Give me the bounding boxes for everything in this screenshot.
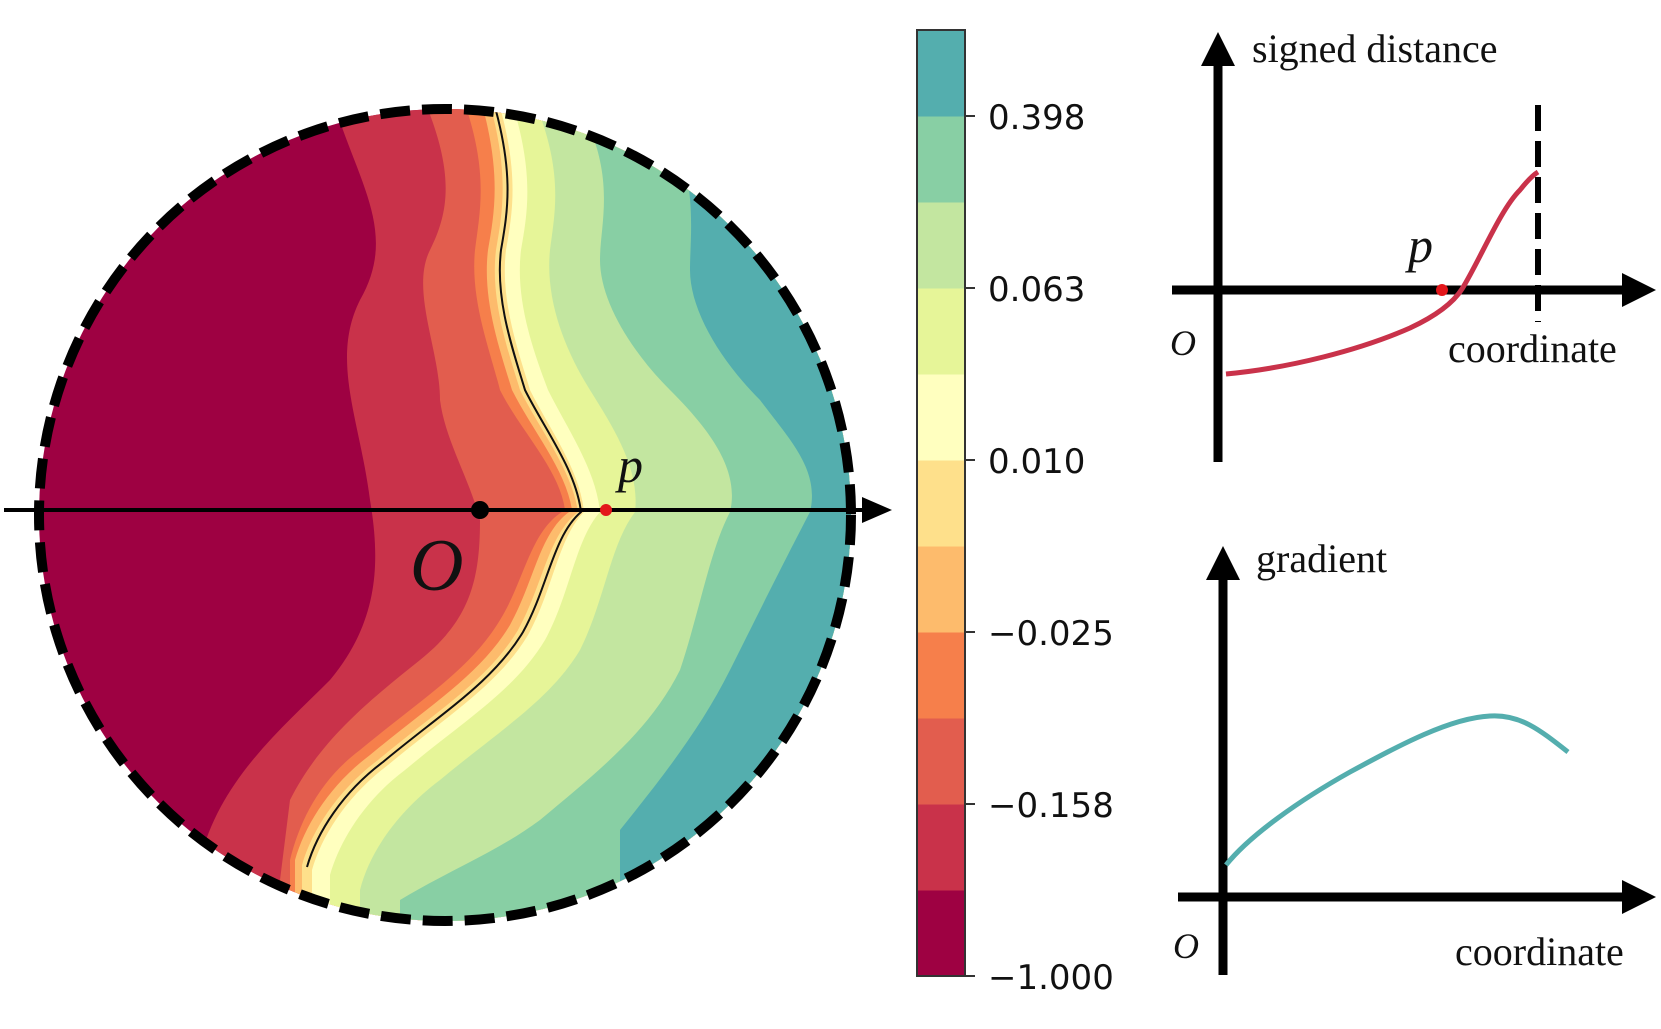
colorbar-band <box>917 460 965 547</box>
signed-distance-plot: p O signed distance coordinate <box>1170 26 1656 462</box>
bottom-x-axis-arrow-icon <box>1622 880 1656 914</box>
point-p-label: p <box>615 437 643 493</box>
top-y-label: signed distance <box>1252 26 1498 71</box>
colorbar: 0.398 0.063 0.010 −0.025 −0.158 −1.000 <box>916 29 1114 998</box>
gradient-plot: O gradient coordinate <box>1173 536 1656 975</box>
colorbar-band <box>917 804 965 891</box>
colorbar-band <box>917 546 965 633</box>
colorbar-band <box>917 890 965 977</box>
top-point-p-label: p <box>1405 217 1433 273</box>
colorbar-band <box>917 374 965 461</box>
colorbar-band <box>917 288 965 375</box>
top-origin-label: O <box>1170 323 1196 363</box>
bottom-y-label: gradient <box>1256 536 1387 581</box>
colorbar-tick-label: −1.000 <box>988 958 1114 998</box>
colorbar-tick-label: 0.063 <box>988 270 1085 310</box>
top-y-axis-arrow-icon <box>1201 32 1235 66</box>
colorbar-frame <box>916 29 966 977</box>
colorbar-bands <box>917 30 965 977</box>
gradient-curve <box>1224 713 1570 867</box>
top-point-p-marker <box>1436 284 1448 296</box>
top-x-label: coordinate <box>1448 326 1617 371</box>
colorbar-band <box>917 632 965 719</box>
origin-point <box>471 501 489 519</box>
colorbar-tick-label: −0.025 <box>988 614 1114 654</box>
colorbar-tick-label: 0.010 <box>988 442 1085 482</box>
colorbar-band <box>917 30 965 117</box>
colorbar-tick-label: −0.158 <box>988 786 1114 826</box>
bottom-x-label: coordinate <box>1455 929 1624 974</box>
bottom-y-axis-arrow-icon <box>1206 546 1240 580</box>
point-p-marker <box>600 504 612 516</box>
disk-axis-arrow-icon <box>862 497 892 523</box>
signed-distance-curve <box>1225 169 1540 377</box>
colorbar-band <box>917 202 965 289</box>
colorbar-band <box>917 718 965 805</box>
colorbar-band <box>917 116 965 203</box>
colorbar-tick-label: 0.398 <box>988 98 1085 138</box>
top-x-axis-arrow-icon <box>1622 273 1656 307</box>
origin-label: O <box>410 525 463 607</box>
contour-disk <box>39 109 851 921</box>
bottom-origin-label: O <box>1173 926 1199 966</box>
disk-boundary <box>34 104 856 926</box>
